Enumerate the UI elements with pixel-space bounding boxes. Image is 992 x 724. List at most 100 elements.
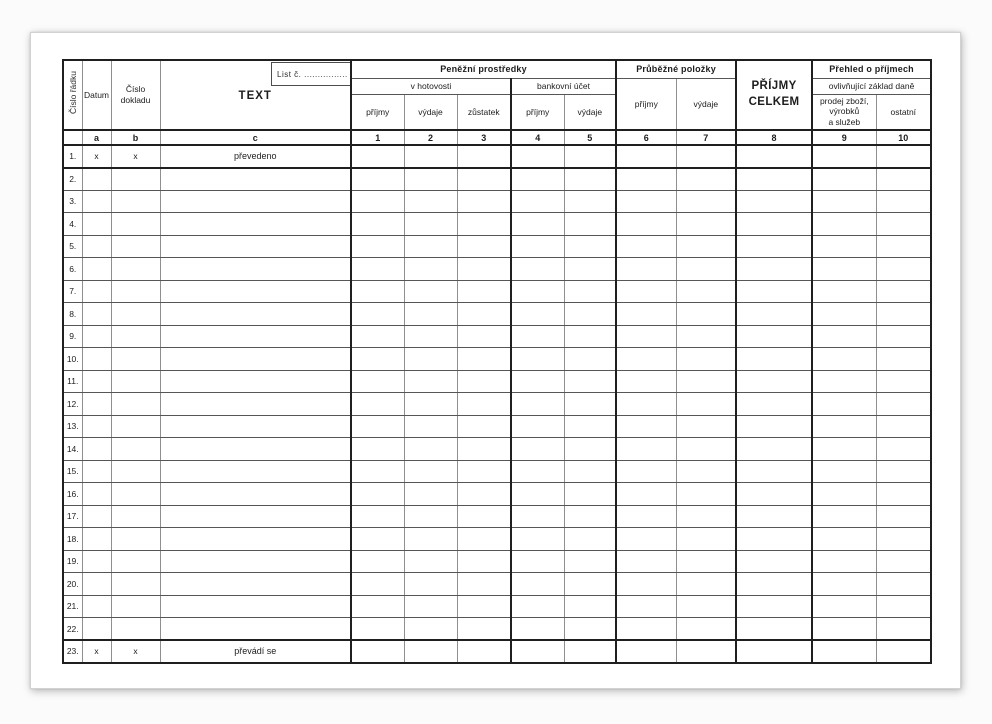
table-row: 2. [62,167,932,191]
cell-col-8 [735,234,814,258]
cell-col-10 [875,234,932,258]
cell-doklad [110,234,161,258]
cell-col-10 [875,347,932,371]
cell-col-10 [875,302,932,326]
cell-col-3 [456,324,512,348]
cell-col-7 [675,144,738,169]
cell-col-4 [510,144,565,169]
cell-col-3 [456,549,512,573]
cell-text [159,617,352,641]
cell-col-2 [403,459,458,483]
cell-col-9 [811,144,877,169]
code-cell-1: 1 [350,129,405,146]
cell-row-number: 12. [62,392,83,416]
cell-row-number: 3. [62,189,83,213]
cell-col-2 [403,392,458,416]
cell-col-3 [456,414,512,438]
col-header-cislo-dokladu: Číslo dokladu [110,59,161,131]
cell-col-7 [675,257,738,281]
cell-datum [81,437,112,461]
cell-col-9 [811,257,877,281]
cell-col-8 [735,257,814,281]
cell-col-8 [735,549,814,573]
table-row: 14. [62,437,932,461]
cell-col-4 [510,482,565,506]
table-row: 13. [62,414,932,438]
cell-row-number: 2. [62,167,83,191]
cell-col-10 [875,369,932,393]
cell-col-9 [811,414,877,438]
cell-col-8 [735,504,814,528]
cell-col-6 [615,617,677,641]
cell-col-1 [350,212,405,236]
cell-col-6 [615,639,677,663]
cell-col-6 [615,257,677,281]
cell-doklad [110,189,161,213]
table-row: 6. [62,257,932,281]
cell-row-number: 14. [62,437,83,461]
cell-col-6 [615,189,677,213]
cell-doklad [110,504,161,528]
col-header-banka-vydaje: výdaje [563,93,618,131]
cell-datum [81,594,112,618]
cell-col-8 [735,617,814,641]
cell-col-7 [675,369,738,393]
cell-col-5 [563,212,618,236]
cell-col-1 [350,144,405,169]
cell-col-5 [563,549,618,573]
cell-col-1 [350,549,405,573]
table-row: 12. [62,392,932,416]
table-row: 4. [62,212,932,236]
cell-col-10 [875,257,932,281]
cell-row-number: 15. [62,459,83,483]
cell-col-2 [403,347,458,371]
cell-doklad [110,594,161,618]
cell-col-8 [735,212,814,236]
cell-text [159,302,352,326]
cell-col-2 [403,527,458,551]
cell-text [159,324,352,348]
code-cell-6: 6 [615,129,677,146]
cell-doklad [110,167,161,191]
cell-col-9 [811,369,877,393]
cell-col-10 [875,617,932,641]
cell-col-6 [615,414,677,438]
cell-datum [81,279,112,303]
cell-col-6 [615,482,677,506]
cell-row-number: 9. [62,324,83,348]
cell-col-1 [350,504,405,528]
cell-datum [81,617,112,641]
cell-col-9 [811,324,877,348]
cell-col-1 [350,167,405,191]
cell-col-5 [563,482,618,506]
cell-col-10 [875,594,932,618]
cell-datum: x [81,144,112,169]
cell-col-3 [456,302,512,326]
cell-col-6 [615,504,677,528]
cell-col-10 [875,504,932,528]
table-row: 7. [62,279,932,303]
cell-doklad [110,212,161,236]
cell-col-4 [510,279,565,303]
cell-col-2 [403,369,458,393]
cell-col-5 [563,234,618,258]
cell-text [159,167,352,191]
cell-col-10 [875,572,932,596]
cell-datum [81,527,112,551]
cell-col-6 [615,324,677,348]
cell-row-number: 13. [62,414,83,438]
cell-col-6 [615,549,677,573]
cell-col-7 [675,189,738,213]
cell-col-1 [350,459,405,483]
col-header-hotovost-prijmy: příjmy [350,93,405,131]
cell-col-10 [875,392,932,416]
cell-doklad [110,392,161,416]
cell-col-9 [811,302,877,326]
cell-col-9 [811,527,877,551]
cell-col-4 [510,189,565,213]
cell-col-7 [675,504,738,528]
cell-text: převádí se [159,639,352,663]
cell-row-number: 22. [62,617,83,641]
table-row: 17. [62,504,932,528]
cell-text [159,279,352,303]
